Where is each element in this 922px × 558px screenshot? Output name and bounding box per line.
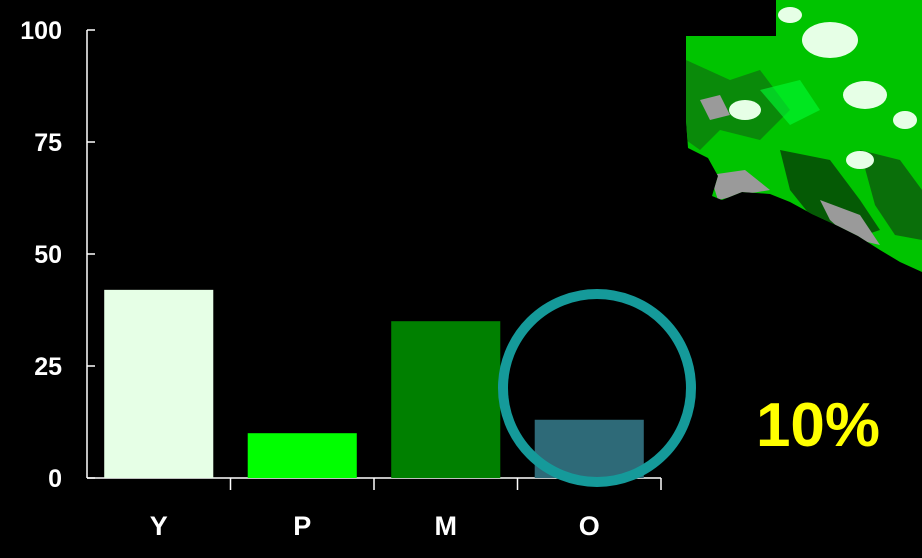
y-tick-label: 25 bbox=[34, 353, 62, 381]
x-tick-label-p: P bbox=[293, 511, 311, 541]
highlight-circle bbox=[498, 289, 696, 487]
bar-m bbox=[391, 321, 501, 478]
callout-percentage: 10% bbox=[756, 391, 880, 460]
bar-p bbox=[247, 433, 357, 478]
y-tick-label: 75 bbox=[34, 129, 62, 157]
forest-map-image bbox=[686, 0, 922, 272]
y-tick-label: 0 bbox=[48, 465, 62, 493]
x-tick-label-o: O bbox=[579, 511, 600, 541]
bar-series bbox=[104, 289, 644, 478]
y-tick-label: 50 bbox=[34, 241, 62, 269]
x-tick-label-m: M bbox=[435, 511, 458, 541]
bar-y bbox=[104, 289, 214, 478]
y-tick-label: 100 bbox=[20, 17, 62, 45]
x-tick-label-y: Y bbox=[150, 511, 168, 541]
